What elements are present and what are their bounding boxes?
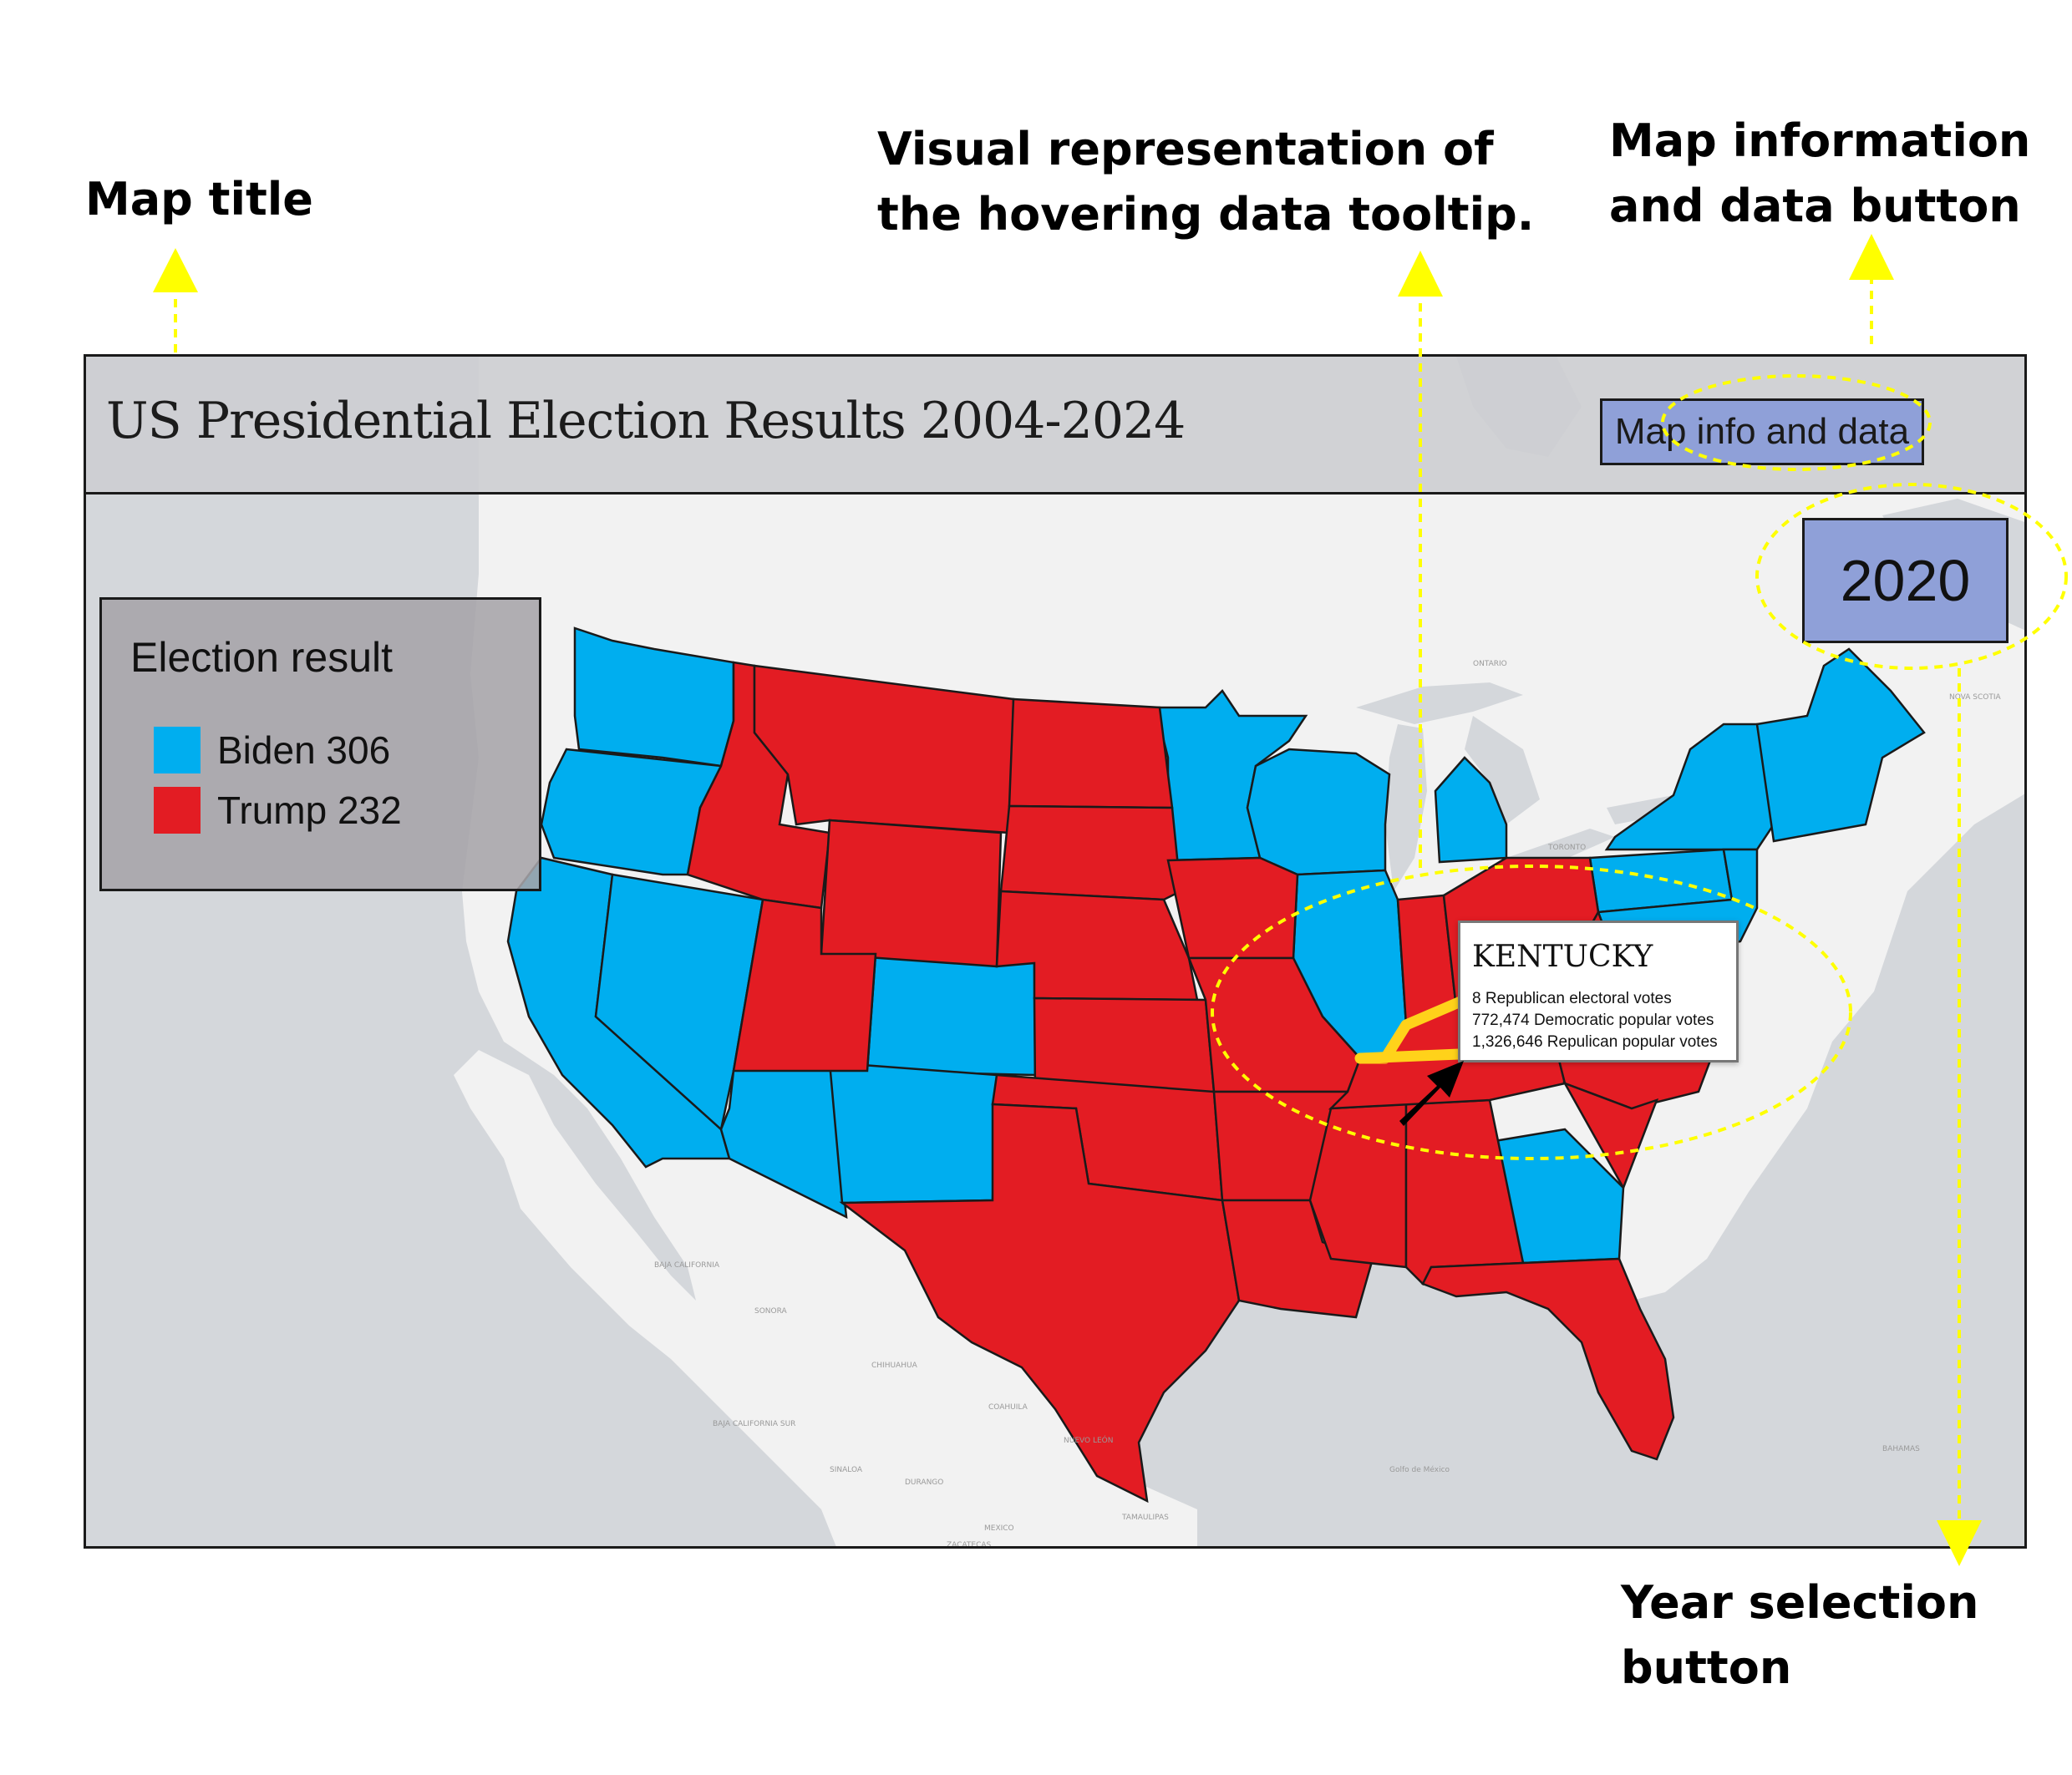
- lake-superior: [1356, 682, 1523, 724]
- state-nevada[interactable]: [594, 873, 764, 1132]
- callout-line: button: [1621, 1641, 1792, 1694]
- state-wisconsin[interactable]: [1246, 748, 1391, 876]
- ellipse-info-button: [1661, 374, 1932, 471]
- state-michigan[interactable]: [1434, 756, 1508, 864]
- place-label: SONORA: [754, 1307, 788, 1316]
- state-south-carolina[interactable]: [1562, 1081, 1659, 1190]
- place-label: BAJA CALIFORNIA SUR: [713, 1420, 795, 1428]
- callout-line: Year selection: [1621, 1576, 1979, 1629]
- tooltip-line: 1,326,646 Repulican popular votes: [1472, 1033, 1718, 1051]
- state-new-england[interactable]: [1755, 647, 1926, 843]
- legend-swatch-democratic: [154, 727, 201, 773]
- callout-info-button: Map information and data button: [1609, 109, 2030, 239]
- place-label: SINALOA: [830, 1466, 863, 1474]
- legend-title: Election result: [130, 634, 394, 681]
- legend-swatch-republican: [154, 787, 201, 834]
- callout-line: the hovering data tooltip.: [877, 188, 1535, 241]
- place-label: ZACATECAS: [947, 1541, 992, 1549]
- state-iowa[interactable]: [1166, 856, 1299, 960]
- ellipse-tooltip: [1211, 865, 1852, 1160]
- place-label: Golfo de México: [1389, 1465, 1450, 1474]
- basemap-labels: BAJA CALIFORNIA SONORA CHIHUAHUA COAHUIL…: [654, 660, 2001, 1549]
- pointer-arrow-icon: [1399, 1061, 1464, 1126]
- state-utah[interactable]: [732, 898, 877, 1073]
- place-label: TAMAULIPAS: [1121, 1514, 1169, 1522]
- legend-item-biden: Biden 306: [154, 725, 390, 775]
- lake-huron: [1465, 716, 1540, 824]
- callout-year-button: Year selection button: [1621, 1570, 1978, 1701]
- place-label: NUEVO LEÓN: [1064, 1435, 1113, 1445]
- arrowhead-up-icon: [153, 248, 198, 292]
- place-label: BAJA CALIFORNIA: [654, 1261, 720, 1270]
- tooltip-line: 8 Republican electoral votes: [1472, 990, 1672, 1007]
- lake-michigan: [1385, 724, 1427, 891]
- place-label: NOVA SCOTIA: [1949, 693, 2001, 702]
- callout-line: Map information: [1609, 114, 2031, 167]
- legend-label: Biden 306: [217, 728, 391, 772]
- map-frame: BAJA CALIFORNIA SONORA CHIHUAHUA COAHUIL…: [84, 354, 2027, 1549]
- state-texas[interactable]: [839, 1103, 1241, 1504]
- callout-line: Visual representation of: [877, 123, 1494, 175]
- place-label: DURANGO: [905, 1478, 943, 1487]
- arrowhead-down-icon: [1937, 1520, 1982, 1566]
- callout-line: and data button: [1609, 180, 2021, 232]
- ellipse-year-button: [1755, 483, 2068, 670]
- place-label: MEXICO: [984, 1524, 1014, 1533]
- hover-tooltip: KENTUCKY 8 Republican electoral votes 77…: [1458, 920, 1739, 1062]
- callout-map-title: Map title: [85, 167, 313, 232]
- year-selection-button[interactable]: 2020: [1802, 518, 2009, 643]
- title-bar: US Presidential Election Results 2004-20…: [86, 357, 2024, 494]
- arrowhead-up-icon: [1398, 251, 1443, 297]
- place-label: TORONTO: [1547, 844, 1586, 852]
- democratic-states: [506, 626, 1926, 1265]
- place-label: ONTARIO: [1473, 660, 1507, 668]
- callout-tooltip: Visual representation of the hovering da…: [877, 117, 1534, 247]
- map-info-button[interactable]: Map info and data: [1600, 398, 1924, 465]
- place-label: COAHUILA: [988, 1403, 1028, 1412]
- legend-item-trump: Trump 232: [154, 785, 402, 835]
- arrowhead-up-icon: [1849, 234, 1894, 280]
- tooltip-line: 772,474 Democratic popular votes: [1472, 1012, 1714, 1029]
- place-label: BAHAMAS: [1882, 1445, 1920, 1453]
- tooltip-state-name: KENTUCKY: [1472, 940, 1653, 974]
- callout-line: Map title: [85, 173, 313, 226]
- state-south-dakota[interactable]: [999, 804, 1182, 901]
- state-florida[interactable]: [1421, 1257, 1675, 1461]
- legend: Election result Biden 306 Trump 232: [99, 597, 541, 891]
- map-title: US Presidential Election Results 2004-20…: [106, 392, 1186, 450]
- legend-label: Trump 232: [217, 789, 402, 832]
- place-label: CHIHUAHUA: [871, 1362, 918, 1370]
